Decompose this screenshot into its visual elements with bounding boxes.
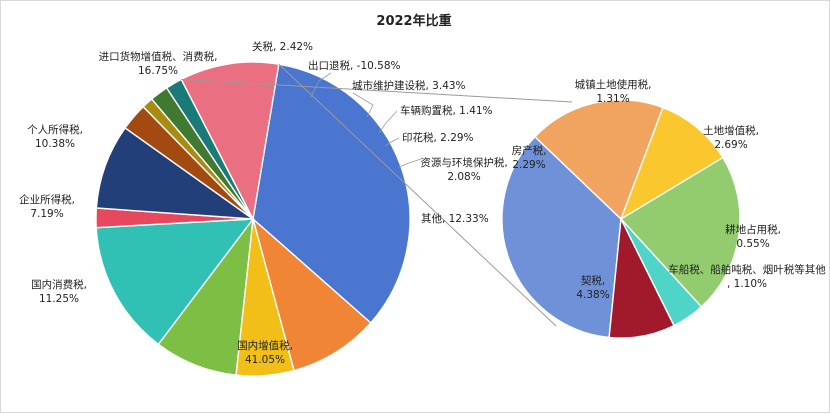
sub-slice-2: [619, 106, 724, 221]
main-slice-label-0: 国内增值税, 41.05%: [237, 339, 293, 366]
connector-line-top: [181, 78, 573, 103]
sub-slice-1: [534, 99, 664, 221]
main-slice-label-11: 其他, 12.33%: [421, 212, 489, 225]
chart-title: 2022年比重: [376, 13, 451, 29]
sub-pie: [501, 99, 741, 339]
main-slice-3: [157, 216, 254, 376]
main-slice-6: [95, 126, 256, 220]
main-slice-label-2: 企业所得税, 7.19%: [19, 193, 75, 220]
sub-slice-3: [619, 156, 741, 308]
sub-slice-label-3: 土地增值税, 2.69%: [703, 124, 759, 151]
main-slice-4: [95, 218, 255, 346]
sub-slice-label-1: 房产税, 2.29%: [512, 144, 547, 171]
leader-line-resource-tax: [398, 158, 422, 168]
main-slice-11: [180, 61, 280, 222]
main-slice-label-4: 进口货物增值税、消费税, 16.75%: [99, 50, 218, 77]
connector-lines: [181, 63, 573, 327]
sub-slice-label-4: 耕地占用税, 0.55%: [725, 223, 781, 250]
sub-slice-5: [608, 216, 675, 339]
leader-line-stamp-tax: [384, 137, 400, 147]
main-slice-label-9: 印花税, 2.29%: [402, 131, 474, 144]
leader-line-urban-tax: [352, 92, 374, 118]
slice-labels: 国内增值税, 41.05% 国内消费税, 11.25% 企业所得税, 7.19% 个人所得税…: [19, 40, 826, 366]
main-slice-label-6: 出口退税, -10.58%: [308, 59, 401, 72]
main-pie: [95, 61, 411, 377]
main-slice-label-5: 关税, 2.42%: [252, 40, 313, 53]
main-slice-label-10: 资源与环境保护税, 2.08%: [420, 156, 507, 183]
main-slice-label-1: 国内消费税, 11.25%: [31, 278, 87, 305]
main-slice-label-8: 车辆购置税, 1.41%: [400, 104, 493, 117]
main-slice-1: [251, 216, 372, 372]
sub-slice-0: [501, 135, 622, 339]
leader-line-vehicle-tax: [378, 110, 398, 134]
leader-line-export-rebate: [310, 72, 332, 98]
sub-slice-label-5: 车船税、船舶吨税、烟叶税等其他, 1.10%: [668, 263, 826, 290]
sub-slice-label-0: 契税, 4.38%: [576, 274, 609, 301]
main-slice-label-3: 个人所得税, 10.38%: [27, 123, 83, 150]
connector-line-bottom: [278, 63, 557, 327]
main-slice-label-7: 城市维护建设税, 3.43%: [352, 79, 466, 92]
sub-slice-label-2: 城镇土地使用税, 1.31%: [575, 78, 652, 105]
